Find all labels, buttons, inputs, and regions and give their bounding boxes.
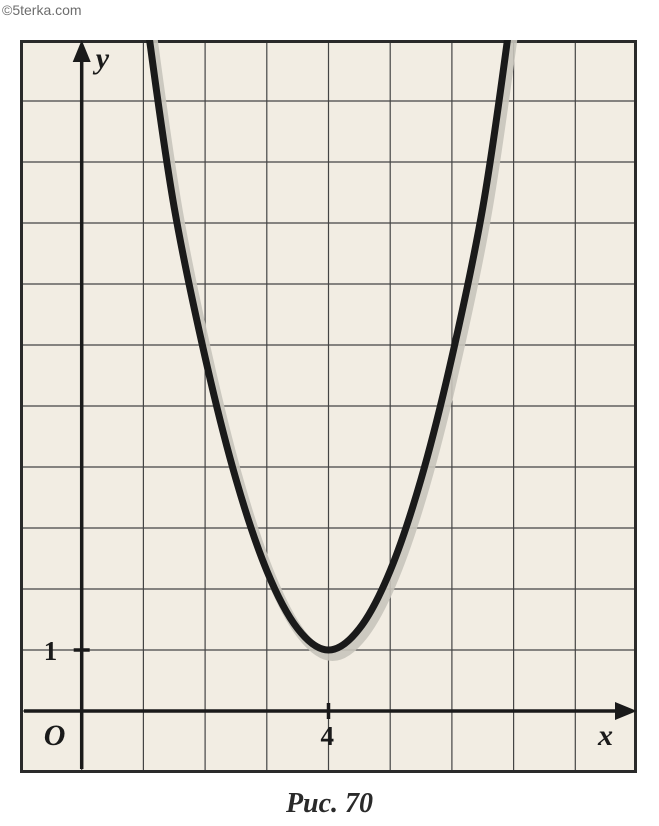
svg-text:O: O [44,719,66,752]
svg-text:1: 1 [44,636,58,666]
figure-caption: Рис. 70 [0,788,659,820]
svg-text:x: x [597,719,613,752]
watermark-text: ©5terka.com [2,2,82,18]
page: ©5terka.com y x O 1 4 Рис. 70 [0,0,659,826]
svg-text:y: y [93,42,110,75]
svg-text:4: 4 [321,721,335,751]
chart-container: y x O 1 4 [20,40,637,773]
chart-svg: y x O 1 4 [20,40,637,773]
